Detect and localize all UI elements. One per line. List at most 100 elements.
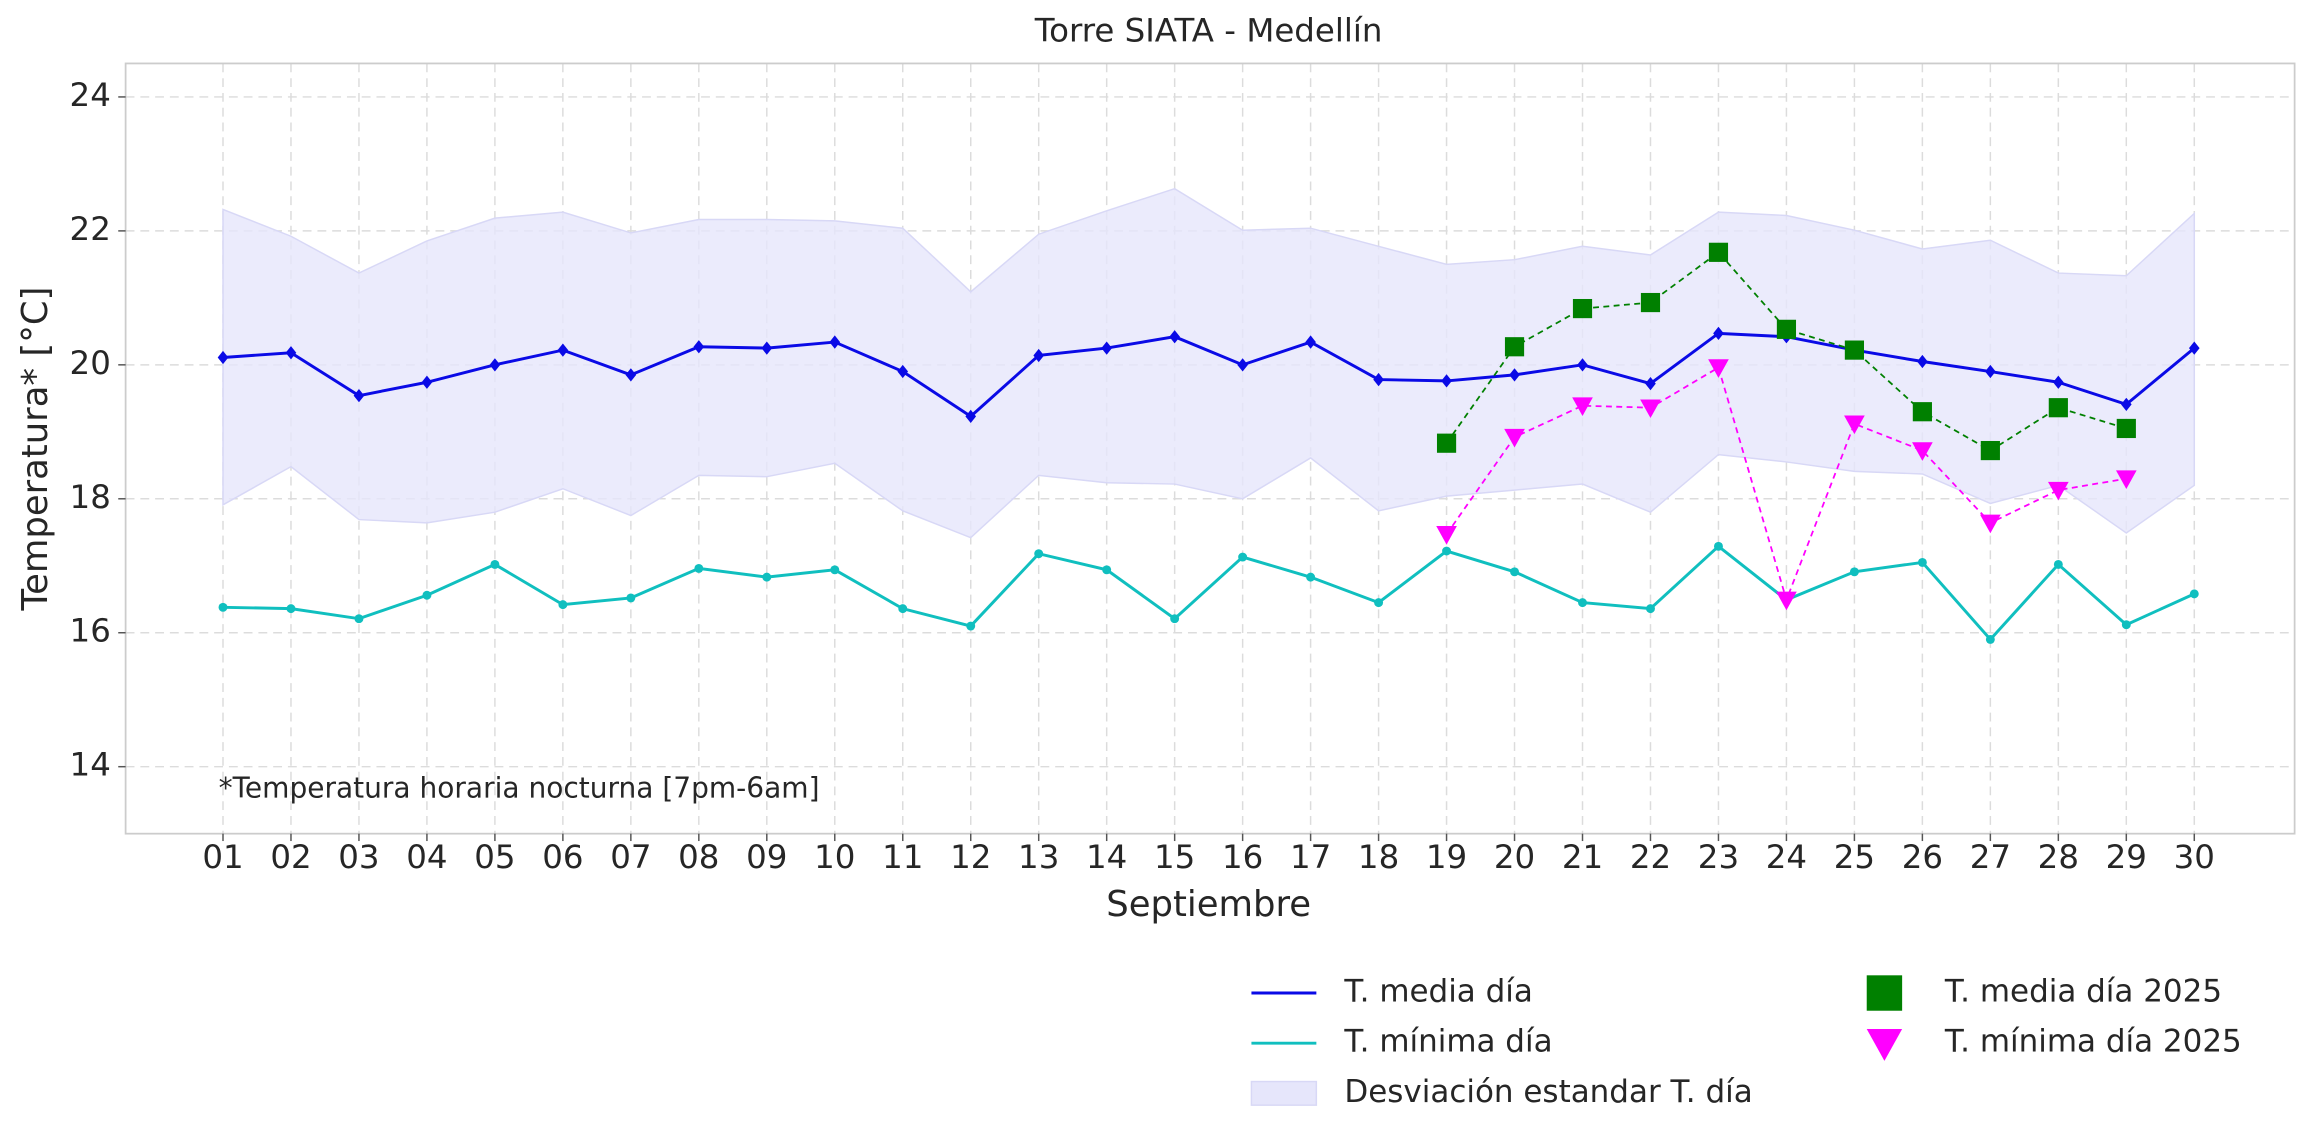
point: [2115, 470, 2137, 490]
y-tick-label: 20: [70, 344, 111, 382]
x-tick-label: 04: [406, 838, 447, 876]
point: [1170, 614, 1180, 624]
std-band: [222, 187, 2196, 539]
point: [1912, 402, 1932, 422]
point: [2121, 397, 2132, 411]
point: [1912, 442, 1933, 461]
point: [354, 614, 364, 624]
point: [1708, 359, 1729, 378]
x-tick-label: 11: [882, 838, 923, 876]
point: [1985, 364, 1996, 379]
point: [286, 604, 296, 614]
point: [422, 590, 432, 600]
y-tick-label: 18: [70, 478, 111, 516]
legend-marker: [1866, 975, 1903, 1011]
x-tick-label: 21: [1562, 838, 1603, 876]
point: [1776, 319, 1797, 339]
x-tick-label: 07: [610, 838, 651, 876]
point: [1442, 546, 1452, 556]
series-line: [222, 544, 2195, 642]
x-tick-label: 18: [1358, 838, 1399, 876]
series-line: [222, 331, 2196, 419]
x-tick-label: 23: [1698, 838, 1739, 876]
point: [1102, 565, 1112, 575]
legend-label: T. mínima día 2025: [1944, 1024, 2242, 1060]
point: [1034, 549, 1044, 559]
series-line: [1445, 251, 2127, 452]
point: [2053, 375, 2064, 389]
x-tick-label: 01: [202, 838, 243, 876]
x-tick-label: 05: [474, 838, 515, 876]
point: [1305, 335, 1316, 349]
x-tick-label: 25: [1834, 838, 1875, 876]
point: [1572, 397, 1593, 417]
point: [1510, 567, 1519, 577]
x-tick-label: 06: [542, 838, 583, 876]
point: [1708, 242, 1729, 262]
chart-title: Torre SIATA - Medellín: [1034, 11, 1383, 49]
point: [1980, 514, 2001, 534]
legend-patch: [1250, 1080, 1318, 1106]
point: [2048, 398, 2068, 418]
legend-label: T. mínima día: [1343, 1024, 1552, 1060]
point: [2048, 481, 2069, 501]
point: [625, 368, 637, 382]
point: [761, 341, 773, 355]
point: [1844, 340, 1865, 360]
x-tick-label: 29: [2106, 838, 2147, 876]
point: [557, 343, 569, 357]
point: [1504, 428, 1525, 448]
plot-area: [217, 187, 2200, 644]
plot-frame: [124, 62, 2296, 835]
point: [693, 340, 705, 354]
point: [897, 364, 909, 379]
x-tick-label: 28: [2038, 838, 2079, 876]
legend-marker: [1866, 1029, 1903, 1061]
point: [1374, 598, 1384, 608]
point: [1578, 598, 1587, 608]
point: [1101, 341, 1112, 355]
point: [1572, 298, 1593, 319]
x-tick-label: 03: [338, 838, 379, 876]
x-tick-label: 20: [1494, 838, 1535, 876]
point: [1033, 348, 1045, 363]
point: [217, 350, 229, 365]
x-tick-label: 14: [1086, 838, 1127, 876]
y-axis-label: Temperatura* [°C]: [15, 287, 56, 612]
point: [762, 572, 772, 582]
x-tick-label: 24: [1766, 838, 1807, 876]
point: [1849, 567, 1859, 577]
x-axis-label: Septiembre: [1106, 884, 1311, 925]
x-tick-label: 22: [1630, 838, 1671, 876]
x-tick-label: 27: [1970, 838, 2011, 876]
point: [1640, 292, 1661, 313]
point: [829, 335, 841, 349]
point: [1640, 399, 1661, 419]
point: [1980, 440, 2000, 461]
annotation: *Temperatura horaria nocturna [7pm-6am]: [219, 771, 820, 804]
point: [218, 602, 228, 612]
point: [898, 604, 908, 614]
point: [1985, 634, 1995, 644]
legend-label: T. media día 2025: [1944, 974, 2222, 1010]
point: [2116, 418, 2136, 439]
point: [1436, 433, 1457, 453]
point: [626, 593, 636, 603]
x-tick-label: 13: [1018, 838, 1059, 876]
x-tick-label: 10: [814, 838, 855, 876]
point: [966, 621, 976, 631]
point: [694, 563, 704, 573]
point: [558, 600, 568, 610]
point: [965, 409, 977, 424]
point: [1776, 591, 1797, 611]
x-tick-label: 19: [1426, 838, 1467, 876]
point: [1436, 526, 1457, 545]
legend-label: T. media día: [1343, 974, 1532, 1010]
point: [1577, 358, 1588, 372]
x-tick-label: 12: [950, 838, 991, 876]
point: [1504, 337, 1525, 357]
point: [2189, 589, 2199, 599]
point: [1917, 557, 1927, 567]
